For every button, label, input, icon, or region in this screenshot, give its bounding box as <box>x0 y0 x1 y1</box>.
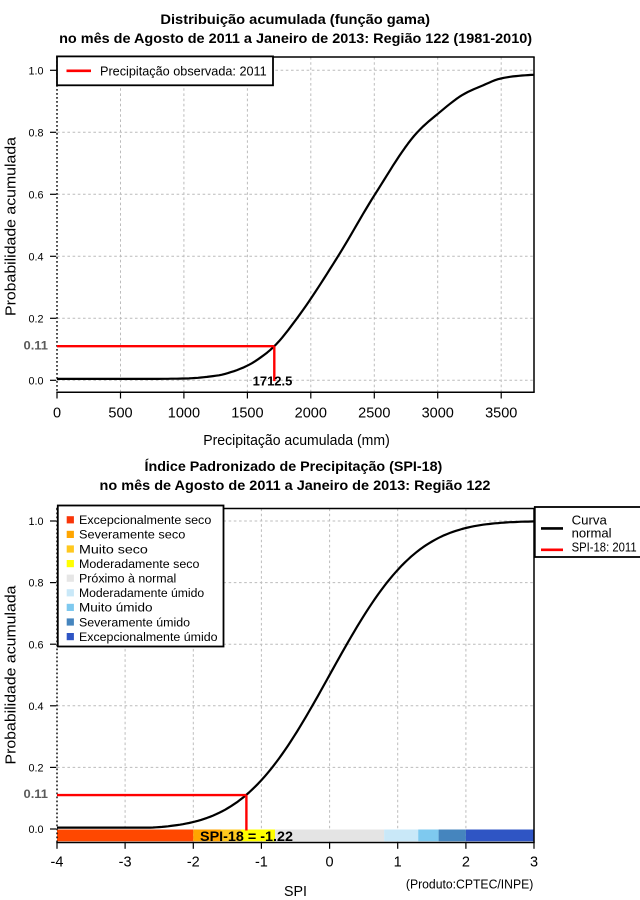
svg-text:Probabilidade acumulada: Probabilidade acumulada <box>4 584 20 764</box>
svg-text:-3: -3 <box>119 855 132 871</box>
svg-text:-1: -1 <box>255 855 268 871</box>
svg-text:0.0: 0.0 <box>29 824 44 836</box>
svg-text:SPI: SPI <box>284 884 307 900</box>
svg-text:0.8: 0.8 <box>29 127 44 139</box>
svg-text:Excepcionalmente seco: Excepcionalmente seco <box>79 513 211 527</box>
svg-text:(Produto:CPTEC/INPE): (Produto:CPTEC/INPE) <box>406 877 533 892</box>
svg-text:0.11: 0.11 <box>24 339 49 352</box>
svg-text:Próximo à normal: Próximo à normal <box>79 572 176 586</box>
svg-text:Curva: Curva <box>572 513 607 527</box>
svg-text:Moderadamente úmido: Moderadamente úmido <box>79 586 204 600</box>
svg-text:Severamente úmido: Severamente úmido <box>79 615 190 629</box>
svg-text:Severamente seco: Severamente seco <box>79 528 185 542</box>
svg-text:3: 3 <box>530 855 538 871</box>
svg-text:0: 0 <box>326 855 334 871</box>
svg-text:-4: -4 <box>51 855 64 871</box>
svg-text:SPI-18: 2011: SPI-18: 2011 <box>572 541 637 555</box>
svg-text:0.6: 0.6 <box>29 639 44 651</box>
svg-text:1000: 1000 <box>168 406 200 422</box>
svg-text:2000: 2000 <box>295 406 327 422</box>
svg-text:0: 0 <box>53 406 61 422</box>
svg-text:500: 500 <box>108 406 132 422</box>
svg-text:0.4: 0.4 <box>29 701 44 713</box>
svg-text:normal: normal <box>572 527 612 541</box>
svg-text:SPI-18 = -1.22: SPI-18 = -1.22 <box>200 829 293 844</box>
svg-text:-2: -2 <box>187 855 200 871</box>
svg-text:0.2: 0.2 <box>29 313 44 325</box>
svg-text:Precipitação observada: 2011: Precipitação observada: 2011 <box>100 64 267 78</box>
svg-text:2: 2 <box>462 855 470 871</box>
svg-text:1500: 1500 <box>231 406 263 422</box>
svg-text:Excepcionalmente úmido: Excepcionalmente úmido <box>79 630 218 644</box>
svg-text:2500: 2500 <box>358 406 390 422</box>
svg-text:1.0: 1.0 <box>29 65 44 77</box>
svg-text:1: 1 <box>394 855 402 871</box>
svg-text:Distribuição acumulada (função: Distribuição acumulada (função gama) <box>160 12 430 28</box>
svg-text:0.11: 0.11 <box>24 788 49 801</box>
svg-text:Probabilidade acumulada: Probabilidade acumulada <box>4 136 20 316</box>
svg-text:0.8: 0.8 <box>29 578 44 590</box>
svg-text:1712.5: 1712.5 <box>253 373 293 388</box>
svg-text:1.0: 1.0 <box>29 516 44 528</box>
svg-text:3000: 3000 <box>422 406 454 422</box>
svg-text:0.0: 0.0 <box>29 375 44 387</box>
svg-text:Moderadamente seco: Moderadamente seco <box>79 557 199 571</box>
svg-text:Muito úmido: Muito úmido <box>79 601 153 615</box>
svg-text:0.6: 0.6 <box>29 189 44 201</box>
svg-text:Índice Padronizado de Precipit: Índice Padronizado de Precipitação (SPI-… <box>145 458 443 475</box>
svg-text:0.2: 0.2 <box>29 763 44 775</box>
svg-text:Precipitação acumulada (mm): Precipitação acumulada (mm) <box>203 433 390 449</box>
svg-text:0.4: 0.4 <box>29 251 44 263</box>
svg-text:no mês de Agosto de 2011 a Jan: no mês de Agosto de 2011 a Janeiro de 20… <box>59 31 532 47</box>
svg-text:3500: 3500 <box>485 406 517 422</box>
svg-text:Muito seco: Muito seco <box>79 542 148 556</box>
svg-text:no mês de Agosto de 2011 a Jan: no mês de Agosto de 2011 a Janeiro de 20… <box>100 478 491 494</box>
